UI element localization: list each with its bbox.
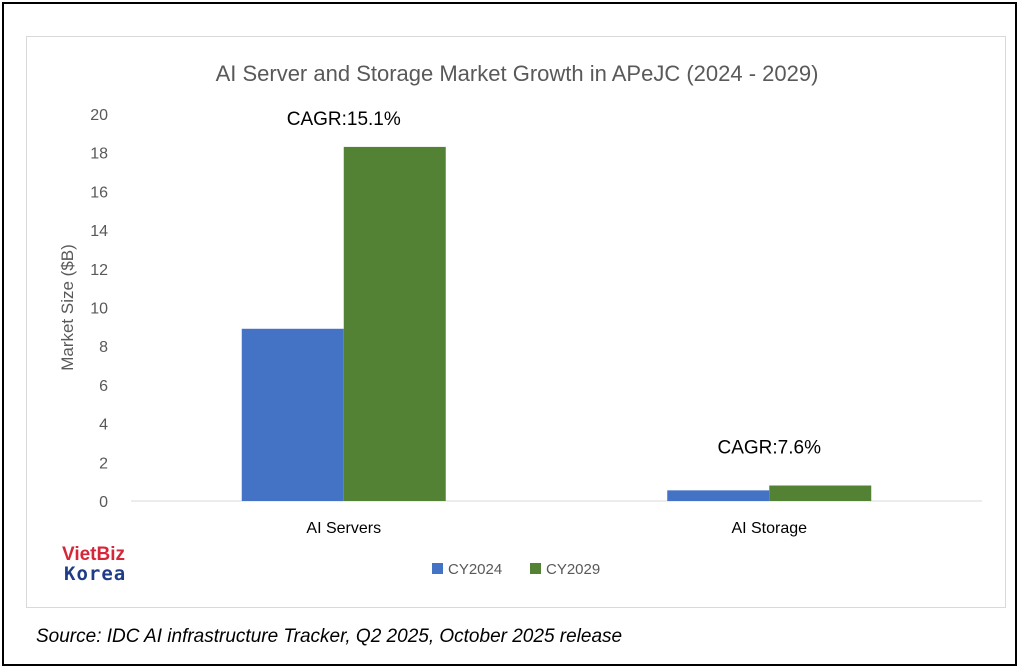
logo-line-1: VietBiz [62,544,126,565]
x-tick-label: AI Servers [306,520,381,537]
source-note: Source: IDC AI infrastructure Tracker, Q… [36,626,623,647]
chart-area: AI Server and Storage Market Growth in A… [26,36,1006,608]
y-tick-label: 12 [90,262,108,279]
cagr-annotation: CAGR:7.6% [718,438,822,459]
y-tick-label: 0 [99,494,108,511]
bar-cy2029-0 [343,146,446,501]
y-tick-label: 10 [90,301,108,318]
y-tick-label: 8 [99,339,108,356]
vietbiz-korea-logo: VietBiz Korea [62,545,172,589]
legend-swatch-cy2029 [530,563,541,574]
bar-cy2024-1 [667,490,770,501]
legend-swatch-cy2024 [432,563,443,574]
cagr-annotation: CAGR:15.1% [287,109,401,130]
y-tick-label: 20 [90,107,108,124]
y-tick-label: 4 [99,417,108,434]
bar-chart: AI Server and Storage Market Growth in A… [58,61,982,578]
bar-cy2029-1 [769,485,872,501]
y-tick-label: 14 [90,223,108,240]
chart-title: AI Server and Storage Market Growth in A… [216,61,819,86]
y-tick-label: 18 [90,146,108,163]
x-tick-label: AI Storage [731,520,807,537]
bar-cy2024-0 [241,328,344,501]
y-tick-label: 6 [99,378,108,395]
legend-label-cy2024: CY2024 [448,561,502,578]
y-tick-label: 2 [99,455,108,472]
y-axis-label: Market Size ($B) [58,244,77,371]
logo-line-2: Korea [64,563,127,585]
legend-label-cy2029: CY2029 [546,561,600,578]
y-tick-label: 16 [90,184,108,201]
